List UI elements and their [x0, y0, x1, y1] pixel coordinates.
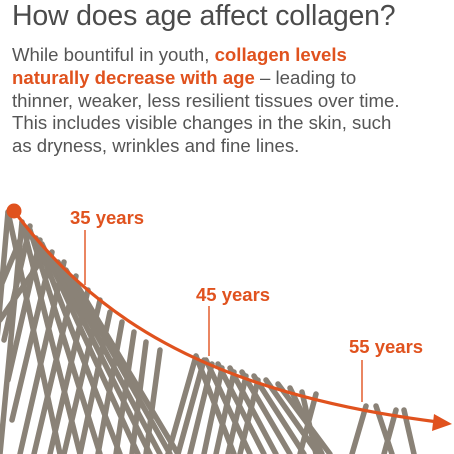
collagen-fiber	[215, 361, 267, 454]
intro-highlight: naturally decrease with age	[12, 66, 255, 88]
collagen-fiber	[95, 319, 125, 454]
intro-line-1: While bountiful in youth, collagen level…	[12, 44, 452, 67]
collagen-fiber	[1, 223, 33, 343]
intro-highlight: collagen levels	[214, 44, 347, 65]
intro-paragraph: While bountiful in youth, collagen level…	[12, 44, 452, 158]
collagen-fiber	[297, 391, 319, 454]
collagen-fiber	[251, 373, 307, 454]
intro-line-5: as dryness, wrinkles and fine lines.	[12, 135, 300, 157]
page-title: How does age affect collagen?	[12, 0, 396, 32]
collagen-fiber	[9, 249, 55, 423]
collagen-fiber	[71, 277, 181, 454]
collagen-fiber-mesh	[0, 209, 417, 454]
collagen-fiber	[349, 403, 369, 454]
collagen-fiber	[61, 297, 103, 454]
intro-line-4: This includes visible changes in the ski…	[12, 112, 392, 134]
collagen-fiber	[193, 353, 237, 454]
intro-line-3: thinner, weaker, less resilient tissues …	[12, 89, 400, 111]
intro-text: While bountiful in youth,	[12, 44, 215, 65]
collagen-fiber	[165, 353, 199, 454]
age-markers	[84, 230, 363, 402]
collagen-fiber	[47, 287, 91, 454]
collagen-fiber	[187, 361, 215, 454]
age-label-35: 35 years	[70, 207, 144, 228]
collagen-fiber	[113, 329, 137, 454]
collagen-fiber	[203, 357, 253, 454]
start-dot-icon	[6, 203, 22, 219]
collagen-fiber	[5, 237, 43, 383]
collagen-fiber	[0, 259, 43, 323]
collagen-fiber	[77, 309, 113, 454]
collagen-fiber	[239, 369, 293, 454]
collagen-fiber	[31, 273, 79, 454]
collagen-fiber	[0, 237, 23, 296]
arrow-head-icon	[432, 414, 452, 431]
collagen-decline-curve	[12, 209, 440, 424]
collagen-fiber	[381, 407, 399, 454]
intro-text: – leading to	[254, 66, 357, 88]
age-label-45: 45 years	[196, 284, 270, 305]
collagen-fiber	[227, 365, 279, 454]
intro-line-2: naturally decrease with age – leading to	[12, 67, 452, 90]
age-label-55: 55 years	[349, 336, 423, 357]
collagen-fiber	[175, 357, 207, 454]
collagen-fiber	[0, 219, 25, 454]
collagen-fiber	[263, 377, 321, 454]
collagen-fiber	[143, 347, 163, 454]
collagen-fiber	[55, 259, 163, 454]
collagen-fiber	[129, 339, 149, 454]
collagen-fiber	[0, 209, 11, 337]
collagen-fiber	[17, 259, 67, 454]
